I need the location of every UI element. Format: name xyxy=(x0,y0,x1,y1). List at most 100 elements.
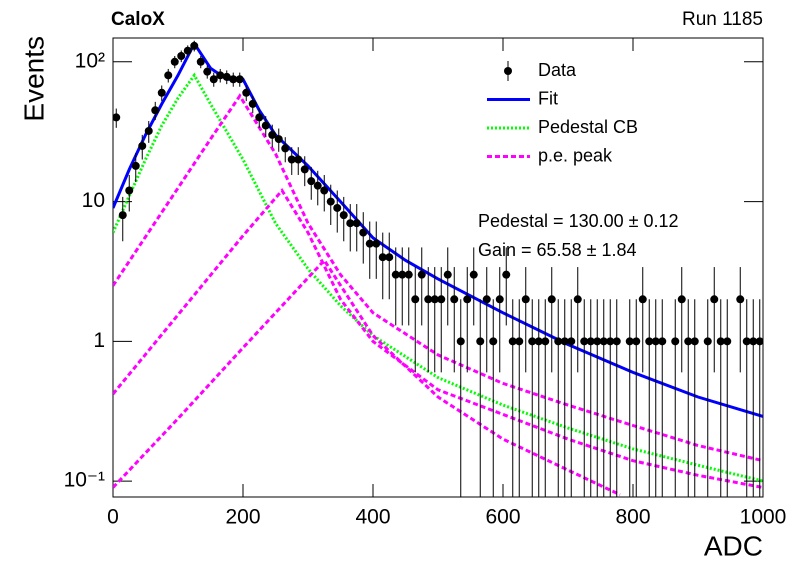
data-point xyxy=(398,270,407,279)
data-point xyxy=(554,337,563,346)
data-point xyxy=(593,337,602,346)
data-point xyxy=(281,144,290,153)
data-point xyxy=(255,113,264,122)
data-point xyxy=(170,57,179,66)
data-point xyxy=(658,337,667,346)
data-point xyxy=(352,219,361,228)
data-point xyxy=(294,155,303,164)
data-point xyxy=(113,113,121,122)
data-point xyxy=(242,88,251,97)
data-point xyxy=(638,295,647,304)
data-point xyxy=(580,337,589,346)
plot-frame xyxy=(112,37,764,498)
data-point xyxy=(209,75,218,84)
data-point xyxy=(333,203,342,212)
data-point xyxy=(320,186,329,195)
y-tick-label: 10⁻¹ xyxy=(64,469,105,492)
x-tick-label: 400 xyxy=(355,506,390,529)
data-point xyxy=(450,295,459,304)
data-point xyxy=(274,135,283,144)
data-point xyxy=(144,126,153,135)
data-point xyxy=(222,72,231,81)
data-point xyxy=(125,186,134,195)
data-point xyxy=(437,295,446,304)
annotation: Pedestal = 130.00 ± 0.12 xyxy=(478,211,679,231)
data-point xyxy=(424,295,433,304)
x-tick-label: 600 xyxy=(485,506,520,529)
chart-title: CaloX xyxy=(111,9,165,30)
data-point xyxy=(411,295,420,304)
data-point xyxy=(645,337,654,346)
data-point xyxy=(216,71,225,80)
data-point xyxy=(404,270,413,279)
data-point xyxy=(671,337,680,346)
data-point xyxy=(430,295,439,304)
data-point xyxy=(359,228,368,237)
data-point xyxy=(599,337,608,346)
data-point xyxy=(710,295,719,304)
data-point xyxy=(606,337,615,346)
data-point xyxy=(196,57,205,66)
data-point xyxy=(261,121,270,130)
data-point xyxy=(378,253,387,262)
plot-area xyxy=(113,40,763,497)
data-point xyxy=(742,337,751,346)
data-point xyxy=(443,270,452,279)
chart-subtitle: Run 1185 xyxy=(682,9,763,30)
data-point xyxy=(248,99,257,108)
data-point xyxy=(326,197,335,206)
data-point xyxy=(515,337,524,346)
data-point xyxy=(118,211,127,220)
data-point xyxy=(346,219,355,228)
data-point xyxy=(703,337,712,346)
data-point xyxy=(417,270,426,279)
data-point xyxy=(573,295,582,304)
data-point xyxy=(625,337,634,346)
data-point xyxy=(521,295,530,304)
data-point xyxy=(716,337,725,346)
legend-label: Data xyxy=(538,60,577,80)
data-point xyxy=(131,161,140,170)
data-point xyxy=(391,270,400,279)
data-point xyxy=(203,67,212,76)
data-point xyxy=(157,88,166,97)
legend-label: Pedestal CB xyxy=(538,117,638,137)
data-point xyxy=(476,337,485,346)
legend-swatch xyxy=(504,67,512,75)
data-point xyxy=(313,181,322,190)
data-point xyxy=(164,71,173,80)
data-point xyxy=(372,239,381,248)
data-point xyxy=(183,46,192,55)
x-tick-label: 800 xyxy=(615,506,650,529)
data-point xyxy=(300,165,309,174)
x-axis-label: ADC xyxy=(704,530,763,561)
data-point xyxy=(365,239,374,248)
data-point xyxy=(541,337,550,346)
data-point xyxy=(385,253,394,262)
data-point xyxy=(508,337,517,346)
data-point xyxy=(307,177,316,186)
data-point xyxy=(190,41,199,50)
x-tick-label: 200 xyxy=(225,506,260,529)
legend-label: p.e. peak xyxy=(538,145,613,165)
data-point xyxy=(612,337,621,346)
data-point xyxy=(456,337,465,346)
data-point xyxy=(469,270,478,279)
pe-peak-line xyxy=(113,93,763,463)
data-point xyxy=(749,337,758,346)
data-point xyxy=(567,337,576,346)
data-point xyxy=(560,337,569,346)
data-point xyxy=(151,106,160,115)
data-point xyxy=(138,141,147,150)
data-point xyxy=(339,211,348,220)
y-tick-label: 10² xyxy=(75,49,105,72)
data-point xyxy=(755,337,763,346)
data-point xyxy=(586,337,595,346)
pe-peak-line xyxy=(113,187,763,489)
data-point xyxy=(723,337,732,346)
y-axis-label: Events xyxy=(18,36,49,122)
data-point xyxy=(235,75,244,84)
data-point xyxy=(528,337,537,346)
y-tick-label: 1 xyxy=(93,329,105,352)
